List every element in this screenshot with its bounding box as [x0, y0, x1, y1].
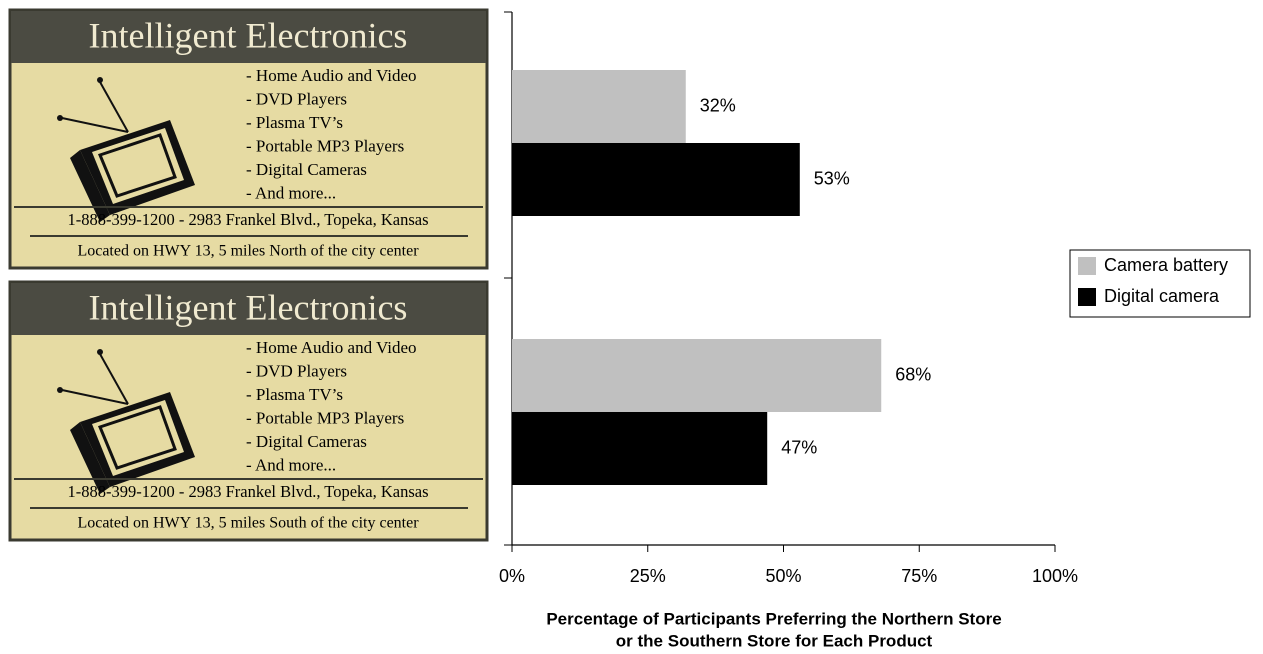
- ad-item: - DVD Players: [246, 361, 347, 380]
- ad: Intelligent Electronics - Home Audio and …: [8, 8, 489, 270]
- legend-label: Digital camera: [1104, 286, 1220, 306]
- x-tick-label: 50%: [765, 566, 801, 586]
- x-tick-label: 75%: [901, 566, 937, 586]
- ad-item: - Digital Cameras: [246, 160, 367, 179]
- ad: Intelligent Electronics - Home Audio and …: [8, 280, 489, 542]
- ad-item: - And more...: [246, 455, 336, 474]
- ad-header: [11, 283, 486, 335]
- bar: [512, 412, 768, 485]
- legend: Camera battery Digital camera: [1069, 249, 1251, 318]
- ad-title: Intelligent Electronics: [89, 15, 408, 55]
- legend-box: [1069, 249, 1251, 318]
- ad-item: - Portable MP3 Players: [246, 136, 404, 155]
- x-tick-label: 25%: [630, 566, 666, 586]
- ad-item: - Digital Cameras: [246, 432, 367, 451]
- bar: [512, 70, 686, 143]
- ad-address: 1-888-399-1200 - 2983 Frankel Blvd., Top…: [67, 210, 428, 229]
- bar: [512, 339, 882, 412]
- x-tick-label: 100%: [1032, 566, 1078, 586]
- ad-item: - DVD Players: [246, 89, 347, 108]
- bar: [512, 143, 800, 216]
- ad-item: - And more...: [246, 183, 336, 202]
- ad-item: - Home Audio and Video: [246, 66, 417, 85]
- value-label: 68%: [895, 364, 931, 384]
- ad-item: - Plasma TV’s: [246, 113, 343, 132]
- x-axis-title: Percentage of Participants Preferring th…: [546, 609, 1001, 650]
- ad-item: - Plasma TV’s: [246, 385, 343, 404]
- x-axis-title-line: or the Southern Store for Each Product: [616, 631, 933, 650]
- legend-swatch: [1078, 288, 1096, 306]
- ad-header: [11, 11, 486, 63]
- ad-item: - Home Audio and Video: [246, 338, 417, 357]
- legend-swatch: [1078, 257, 1096, 275]
- value-label: 32%: [700, 95, 736, 115]
- ad-address: 1-888-399-1200 - 2983 Frankel Blvd., Top…: [67, 482, 428, 501]
- value-label: 47%: [781, 437, 817, 457]
- ad-item: - Portable MP3 Players: [246, 408, 404, 427]
- value-label: 53%: [814, 168, 850, 188]
- legend-label: Camera battery: [1104, 255, 1228, 275]
- ad-title: Intelligent Electronics: [89, 287, 408, 327]
- ad-location: Located on HWY 13, 5 miles South of the …: [77, 515, 419, 532]
- x-tick-label: 0%: [499, 566, 525, 586]
- x-axis-title-line: Percentage of Participants Preferring th…: [546, 609, 1001, 628]
- ad-location: Located on HWY 13, 5 miles North of the …: [77, 243, 419, 260]
